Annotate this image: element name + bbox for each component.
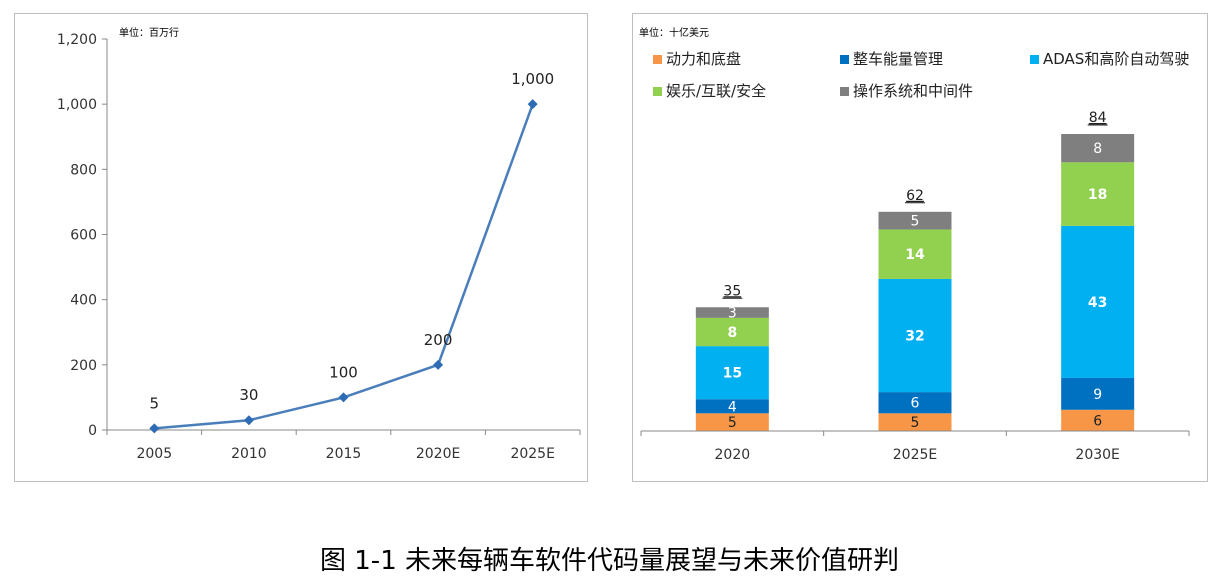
bar-segment xyxy=(878,211,952,230)
data-label: 1,000 xyxy=(511,70,554,88)
y-tick-label: 1,200 xyxy=(57,32,97,48)
x-tick-label: 2025E xyxy=(510,446,554,462)
legend-swatch xyxy=(840,87,849,96)
legend-label: 动力和底盘 xyxy=(666,50,741,68)
bar-segment xyxy=(1061,134,1135,163)
legend-label: ADAS和高阶自动驾驶 xyxy=(1043,50,1189,68)
bar-segment xyxy=(878,278,952,393)
segment-label: 6 xyxy=(1093,413,1102,429)
bar-segment xyxy=(1061,162,1135,226)
data-label: 30 xyxy=(239,386,258,404)
bar-segment xyxy=(695,307,769,318)
x-tick-label: 2010 xyxy=(231,446,267,462)
figure-caption: 图 1-1 未来每辆车软件代码量展望与未来价值研判 xyxy=(320,546,899,576)
legend-swatch xyxy=(840,55,849,64)
legend-label: 操作系统和中间件 xyxy=(853,82,973,100)
data-label: 5 xyxy=(150,394,160,412)
bar-segment xyxy=(695,399,769,414)
segment-label: 32 xyxy=(905,329,924,345)
x-tick-label: 2030E xyxy=(1075,447,1119,463)
legend-swatch xyxy=(1030,55,1039,64)
y-tick-label: 800 xyxy=(70,162,97,178)
data-label: 200 xyxy=(424,331,453,349)
bar-segment xyxy=(695,413,769,431)
segment-label: 18 xyxy=(1088,187,1107,203)
segment-label: 4 xyxy=(728,399,737,415)
bar-segment xyxy=(695,317,769,347)
data-point xyxy=(527,99,538,110)
bar-segment xyxy=(695,346,769,400)
segment-label: 5 xyxy=(911,415,920,431)
x-tick-label: 2015 xyxy=(326,446,362,462)
segment-label: 15 xyxy=(723,366,742,382)
total-label: 35 xyxy=(723,283,741,299)
data-point xyxy=(243,415,254,426)
legend-swatch xyxy=(653,87,662,96)
y-tick-label: 0 xyxy=(88,423,97,439)
segment-label: 6 xyxy=(911,396,920,412)
total-label: 84 xyxy=(1089,110,1107,126)
unit-label: 单位：百万行 xyxy=(119,26,179,39)
software-value-chart-panel: 单位：十亿美元 动力和底盘 整车能量管理 ADAS和高阶自动驾驶娱乐/互联/安全 操作… xyxy=(632,13,1208,482)
x-tick-label: 2020E xyxy=(416,446,460,462)
segment-label: 5 xyxy=(911,214,920,230)
data-point xyxy=(338,392,349,403)
legend-label: 整车能量管理 xyxy=(853,50,943,68)
bar-segment xyxy=(1061,225,1135,378)
legend-label: 娱乐/互联/安全 xyxy=(666,82,766,100)
y-tick-label: 1,000 xyxy=(57,97,97,113)
segment-label: 3 xyxy=(728,306,737,322)
total-label: 62 xyxy=(906,188,924,204)
x-tick-label: 2005 xyxy=(136,446,172,462)
data-label: 100 xyxy=(329,363,358,381)
bar-segment xyxy=(878,229,952,279)
y-tick-label: 400 xyxy=(70,293,97,309)
x-tick-label: 2025E xyxy=(893,447,937,463)
x-tick-label: 2020 xyxy=(715,447,751,463)
segment-label: 43 xyxy=(1088,295,1107,311)
segment-label: 8 xyxy=(727,325,737,341)
y-tick-label: 200 xyxy=(70,358,97,374)
segment-label: 9 xyxy=(1093,387,1102,403)
legend-swatch xyxy=(653,55,662,64)
software-lines-chart-panel: 单位：百万行 0 200 400 600 800 1,000 1,200 2005 2010 20… xyxy=(14,13,588,482)
segment-label: 8 xyxy=(1093,141,1102,157)
bar-segment xyxy=(1061,409,1135,431)
bar-segment xyxy=(878,413,952,431)
bar-segment xyxy=(878,392,952,414)
segment-label: 5 xyxy=(728,415,737,431)
segment-label: 14 xyxy=(905,247,925,263)
data-point xyxy=(149,423,160,434)
data-point xyxy=(433,359,444,370)
y-tick-label: 600 xyxy=(70,228,97,244)
unit-label: 单位：十亿美元 xyxy=(639,26,709,39)
bar-segment xyxy=(1061,377,1135,410)
